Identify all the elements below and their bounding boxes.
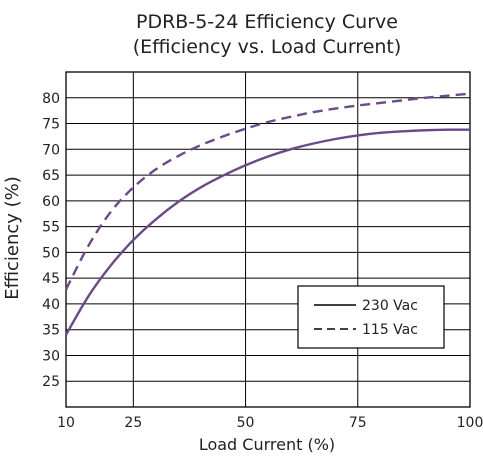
x-tick-label: 50 [237,415,255,431]
chart-subtitle: (Efficiency vs. Load Current) [133,36,402,58]
plot-area: 25 30 35 40 45 50 55 60 65 70 75 80 10 25 50 75 100 [42,71,483,431]
x-tick-label: 10 [57,415,75,431]
y-tick-label: 35 [42,323,60,339]
y-tick-label: 40 [42,297,60,313]
x-tick-label: 25 [124,415,142,431]
plot-border [65,71,471,408]
y-tick-label: 55 [42,220,60,236]
legend-label: 115 Vac [362,322,418,338]
x-tick-label: 75 [349,415,367,431]
y-tick-label: 60 [42,194,60,210]
legend-label: 230 Vac [362,298,418,314]
y-tick-label: 50 [42,245,60,261]
y-tick-label: 65 [42,168,60,184]
chart-title: PDRB-5-24 Efficiency Curve [136,11,398,33]
x-tick-label: 100 [457,415,483,431]
y-tick-label: 75 [42,117,60,133]
legend-box [297,285,445,349]
y-tick-label: 70 [42,142,60,158]
y-axis-label: Efficiency (%) [2,176,23,300]
series-line-115-vac [64,92,471,291]
legend: 230 Vac 115 Vac [297,285,445,349]
series-line-230-vac [64,128,471,336]
x-axis-label: Load Current (%) [199,435,335,454]
y-tick-label: 30 [42,348,60,364]
y-tick-label: 45 [42,271,60,287]
y-tick-label: 25 [42,374,60,390]
y-tick-label: 80 [42,91,60,107]
